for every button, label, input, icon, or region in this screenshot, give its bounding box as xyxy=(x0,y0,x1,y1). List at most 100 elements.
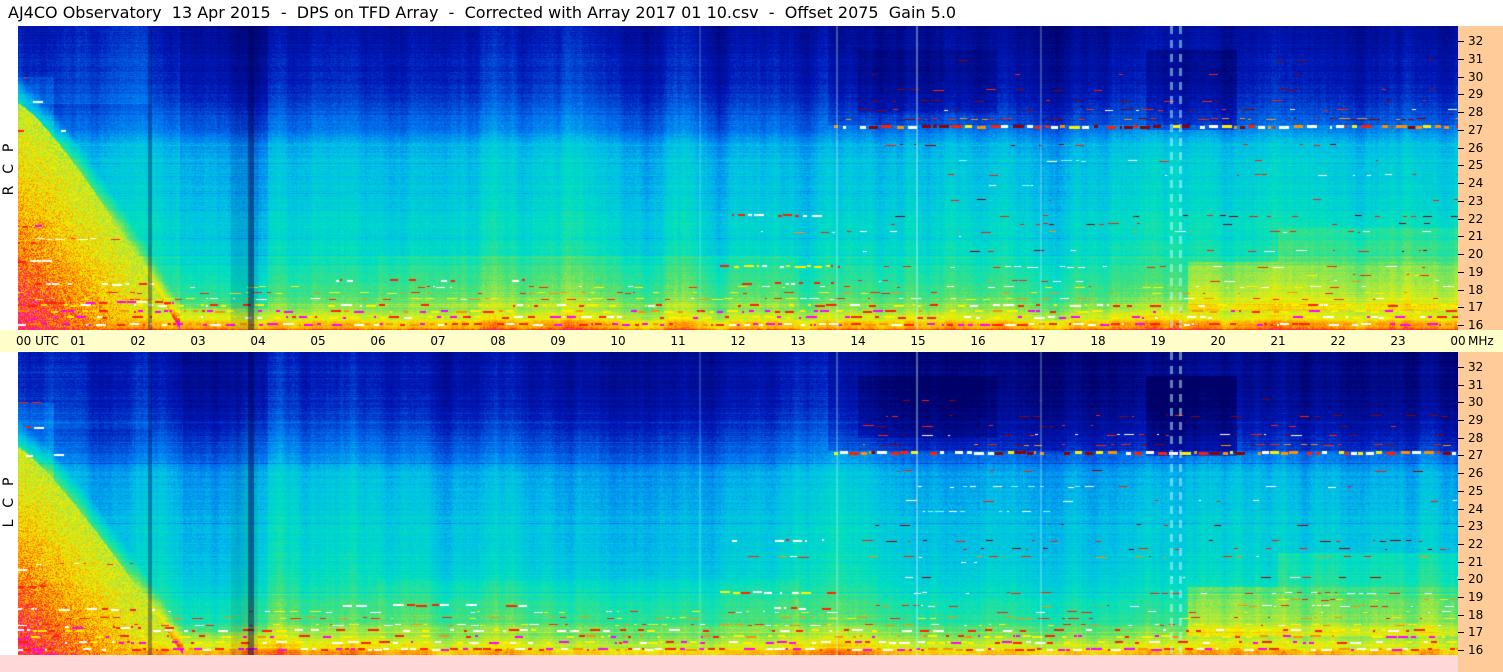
freq-tick-mark xyxy=(1458,236,1464,237)
freq-tick-mark xyxy=(1458,325,1464,326)
time-tick-label: 04 xyxy=(250,334,266,348)
freq-tick-mark xyxy=(1458,59,1464,60)
freq-tick-label: 23 xyxy=(1468,519,1484,533)
spectrogram-lcp-heatmap xyxy=(18,352,1458,655)
freq-tick-label: 27 xyxy=(1468,448,1484,462)
freq-axis-rcp: 32 31 30 29 28 27 26 25 24 23 22 21 20 19 18 17 16 xyxy=(1458,26,1503,332)
time-tick-label: 01 xyxy=(70,334,86,348)
freq-tick-mark xyxy=(1458,112,1464,113)
freq-tick-mark xyxy=(1458,219,1464,220)
time-axis: MHz 00 UTC 01 02 03 04 05 06 07 08 09 10 11 12 13 14 15… xyxy=(0,330,1503,352)
freq-tick-mark xyxy=(1458,473,1464,474)
freq-tick-mark xyxy=(1458,77,1464,78)
freq-tick-label: 20 xyxy=(1468,247,1484,261)
freq-tick-mark xyxy=(1458,183,1464,184)
time-tick-label: 10 xyxy=(610,334,626,348)
freq-tick-label: 22 xyxy=(1468,537,1484,551)
freq-tick-mark xyxy=(1458,402,1464,403)
freq-tick-label: 25 xyxy=(1468,158,1484,172)
freq-tick-label: 16 xyxy=(1468,643,1484,657)
time-tick-label: 07 xyxy=(430,334,446,348)
time-tick-label: 09 xyxy=(550,334,566,348)
freq-tick-label: 32 xyxy=(1468,360,1484,374)
freq-tick-label: 17 xyxy=(1468,300,1484,314)
freq-tick-label: 29 xyxy=(1468,413,1484,427)
time-tick-label: 02 xyxy=(130,334,146,348)
left-margin-lcp: L C P xyxy=(0,352,18,672)
left-margin-rcp: R C P xyxy=(0,26,18,330)
time-tick-label: 12 xyxy=(730,334,746,348)
time-tick-label: 06 xyxy=(370,334,386,348)
freq-tick-label: 24 xyxy=(1468,176,1484,190)
freq-tick-mark xyxy=(1458,130,1464,131)
freq-tick-mark xyxy=(1458,632,1464,633)
freq-tick-mark xyxy=(1458,41,1464,42)
freq-tick-label: 27 xyxy=(1468,123,1484,137)
time-tick-label: 23 xyxy=(1390,334,1406,348)
freq-tick-mark xyxy=(1458,615,1464,616)
freq-tick-mark xyxy=(1458,509,1464,510)
freq-tick-label: 30 xyxy=(1468,70,1484,84)
freq-tick-mark xyxy=(1458,526,1464,527)
time-tick-label: 22 xyxy=(1330,334,1346,348)
time-tick-label: 08 xyxy=(490,334,506,348)
freq-axis-lcp: 32 31 30 29 28 27 26 25 24 23 22 21 20 19 18 17 16 xyxy=(1458,352,1503,672)
freq-tick-label: 18 xyxy=(1468,608,1484,622)
freq-tick-mark xyxy=(1458,579,1464,580)
freq-tick-label: 21 xyxy=(1468,555,1484,569)
freq-tick-mark xyxy=(1458,290,1464,291)
freq-tick-label: 21 xyxy=(1468,229,1484,243)
freq-tick-label: 17 xyxy=(1468,625,1484,639)
freq-tick-mark xyxy=(1458,201,1464,202)
time-tick-label: 20 xyxy=(1210,334,1226,348)
freq-tick-label: 23 xyxy=(1468,194,1484,208)
freq-tick-label: 32 xyxy=(1468,34,1484,48)
freq-tick-label: 29 xyxy=(1468,87,1484,101)
freq-tick-label: 22 xyxy=(1468,212,1484,226)
freq-tick-label: 20 xyxy=(1468,572,1484,586)
freq-tick-label: 28 xyxy=(1468,431,1484,445)
time-tick-label: 16 xyxy=(970,334,986,348)
freq-tick-mark xyxy=(1458,94,1464,95)
freq-tick-label: 16 xyxy=(1468,318,1484,332)
polarization-label-lcp: L C P xyxy=(1,476,17,528)
time-tick-label: 14 xyxy=(850,334,866,348)
freq-tick-mark xyxy=(1458,544,1464,545)
polarization-label-rcp: R C P xyxy=(1,142,17,196)
freq-tick-mark xyxy=(1458,148,1464,149)
freq-tick-mark xyxy=(1458,307,1464,308)
freq-tick-label: 18 xyxy=(1468,283,1484,297)
freq-tick-label: 28 xyxy=(1468,105,1484,119)
freq-tick-label: 30 xyxy=(1468,395,1484,409)
time-tick-label: 05 xyxy=(310,334,326,348)
freq-tick-mark xyxy=(1458,438,1464,439)
freq-tick-label: 26 xyxy=(1468,141,1484,155)
time-tick-label: 00 xyxy=(1450,334,1466,348)
freq-tick-mark xyxy=(1458,254,1464,255)
freq-tick-label: 19 xyxy=(1468,265,1484,279)
spectrogram-rcp-heatmap xyxy=(18,26,1458,330)
time-tick-label: 18 xyxy=(1090,334,1106,348)
time-tick-label: 13 xyxy=(790,334,806,348)
freq-tick-label: 25 xyxy=(1468,484,1484,498)
freq-tick-mark xyxy=(1458,491,1464,492)
freq-tick-mark xyxy=(1458,272,1464,273)
freq-tick-mark xyxy=(1458,165,1464,166)
time-tick-label: 19 xyxy=(1150,334,1166,348)
bottom-margin xyxy=(0,655,1458,672)
freq-tick-label: 26 xyxy=(1468,466,1484,480)
freq-tick-label: 31 xyxy=(1468,378,1484,392)
time-tick-label: 21 xyxy=(1270,334,1286,348)
title-bar: AJ4CO Observatory 13 Apr 2015 - DPS on T… xyxy=(0,0,1503,26)
time-tick-label: 03 xyxy=(190,334,206,348)
freq-tick-mark xyxy=(1458,650,1464,651)
time-tick-label: 15 xyxy=(910,334,926,348)
mhz-unit-label: MHz xyxy=(1468,334,1494,348)
freq-tick-mark xyxy=(1458,562,1464,563)
freq-tick-mark xyxy=(1458,385,1464,386)
time-tick-label: 17 xyxy=(1030,334,1046,348)
freq-tick-mark xyxy=(1458,367,1464,368)
time-tick-label: 00 UTC xyxy=(16,334,59,348)
freq-tick-mark xyxy=(1458,455,1464,456)
